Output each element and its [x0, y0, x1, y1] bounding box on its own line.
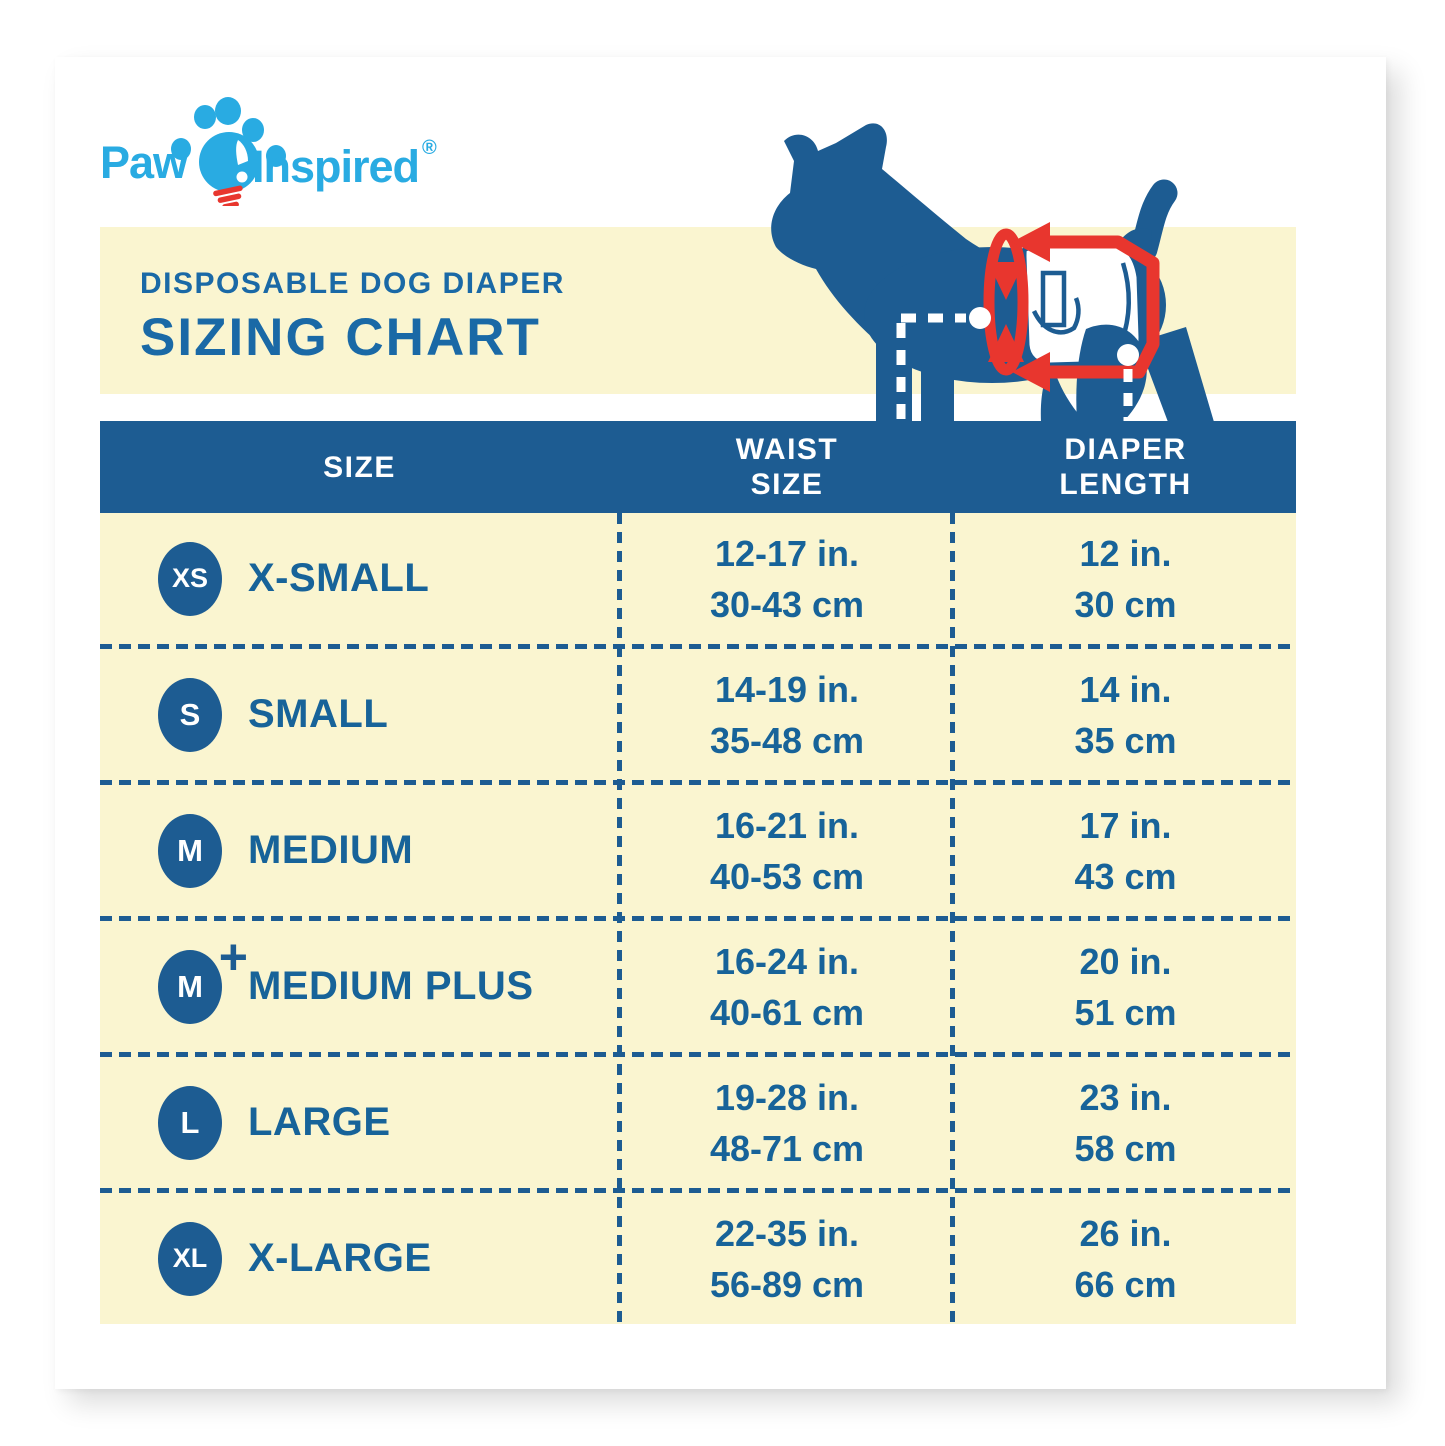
size-label: SMALL — [248, 692, 389, 736]
chart-subtitle: DISPOSABLE DOG DIAPER — [140, 267, 565, 300]
diaper-length-value: 14 in. 35 cm — [1074, 668, 1177, 761]
length-arrow-top — [1012, 222, 1050, 262]
table-row-xsmall: XS X-SMALL 12-17 in. 30-43 cm 12 in. 30 cm — [100, 513, 1296, 644]
diaper-seam-left — [1031, 297, 1081, 335]
size-label: LARGE — [248, 1100, 391, 1144]
size-badge-m: M — [158, 813, 222, 888]
size-badge-xl: XL — [158, 1221, 222, 1296]
waist-size-value: 14-19 in. 35-48 cm — [709, 668, 865, 761]
row-divider — [100, 644, 1296, 649]
header-size: SIZE — [323, 450, 396, 484]
size-label: MEDIUM PLUS — [248, 964, 534, 1008]
dog-rear-leg-far — [1138, 327, 1214, 422]
measure-guide-dashes — [896, 313, 1133, 422]
table-row-medium-plus: M + MEDIUM PLUS 16-24 in. 40-61 cm 20 in. 5… — [100, 921, 1296, 1052]
brand-name-inspired: Inspired ® — [252, 137, 437, 192]
diaper-tab — [1040, 270, 1067, 328]
column-divider — [617, 513, 622, 1324]
waist-arrow-up — [988, 324, 1024, 362]
paw-lightbulb-icon — [171, 97, 286, 206]
table-row-medium: M MEDIUM 16-21 in. 40-53 cm 17 in. 43 cm — [100, 785, 1296, 916]
chart-title: SIZING CHART — [140, 308, 541, 367]
header-diaper-length: DIAPER LENGTH — [1059, 433, 1192, 501]
diaper-length-value: 23 in. 58 cm — [1074, 1076, 1177, 1169]
table-row-large: L LARGE 19-28 in. 48-71 cm 23 in. 58 cm — [100, 1057, 1296, 1188]
header-waist-size: WAIST SIZE — [735, 433, 839, 501]
diaper-length-value: 26 in. 66 cm — [1074, 1212, 1177, 1305]
waist-size-value: 12-17 in. 30-43 cm — [709, 532, 865, 625]
waist-measure-marks — [983, 228, 1029, 376]
waist-size-value: 19-28 in. 48-71 cm — [709, 1076, 865, 1169]
table-body: XS X-SMALL 12-17 in. 30-43 cm 12 in. 30 cm… — [100, 513, 1296, 1324]
table-row-xlarge: XL X-LARGE 22-35 in. 56-89 cm 26 in. 66 cm — [100, 1193, 1296, 1324]
table-header: SIZE WAIST SIZE DIAPER LENGTH — [100, 421, 1296, 513]
waist-guide-dot — [969, 307, 991, 329]
size-label: MEDIUM — [248, 828, 414, 872]
size-label: X-SMALL — [248, 556, 430, 600]
row-divider — [100, 916, 1296, 921]
length-arrow-bottom — [1012, 352, 1050, 392]
table-row-small: S SMALL 14-19 in. 35-48 cm 14 in. 35 cm — [100, 649, 1296, 780]
size-badge-s: S — [158, 677, 222, 752]
size-label: X-LARGE — [248, 1236, 432, 1280]
size-badge-l: L — [158, 1085, 222, 1160]
row-divider — [100, 780, 1296, 785]
plus-icon: + — [218, 928, 248, 985]
dog-diaper-illustration — [771, 123, 1214, 422]
diaper-length-value: 12 in. 30 cm — [1074, 532, 1177, 625]
registered-trademark: ® — [422, 137, 437, 159]
dog-front-leg — [876, 322, 912, 422]
waist-size-value: 22-35 in. 56-89 cm — [709, 1212, 865, 1305]
waist-size-value: 16-24 in. 40-61 cm — [709, 940, 865, 1033]
column-divider — [950, 513, 955, 1324]
size-badge-m-plus: M + — [158, 932, 248, 1024]
leg-guide-dot — [1117, 344, 1139, 366]
waist-arrow-down — [988, 262, 1024, 300]
waist-size-value: 16-21 in. 40-53 cm — [709, 804, 865, 897]
row-divider — [100, 1188, 1296, 1193]
diaper-length-value: 17 in. 43 cm — [1074, 804, 1177, 897]
dog-front-leg-2 — [921, 332, 954, 422]
diaper-length-value: 20 in. 51 cm — [1074, 940, 1177, 1033]
row-divider — [100, 1052, 1296, 1057]
sizing-chart-card: Paw Inspired ® DISPOSABLE DOG DIAPER SIZI… — [55, 57, 1386, 1389]
size-badge-xs: XS — [158, 541, 222, 616]
